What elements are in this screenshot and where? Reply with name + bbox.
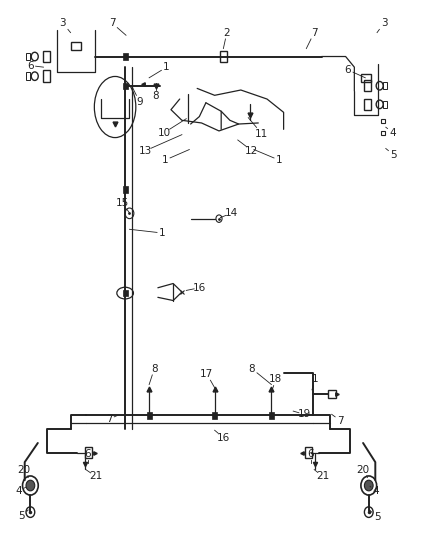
Text: 10: 10 (158, 127, 171, 138)
Bar (42, 70, 50, 82)
Bar (364, 99, 371, 110)
Text: 19: 19 (297, 409, 311, 419)
Bar (383, 101, 387, 108)
Circle shape (364, 480, 373, 491)
Text: 21: 21 (89, 472, 102, 481)
Text: 16: 16 (193, 283, 206, 293)
Text: 1: 1 (159, 228, 166, 238)
Text: 8: 8 (248, 364, 255, 374)
Text: 20: 20 (17, 465, 30, 474)
Text: 8: 8 (151, 364, 158, 374)
Bar (383, 82, 387, 90)
Text: 2: 2 (223, 28, 230, 38)
Bar (147, 412, 152, 418)
Bar (123, 53, 128, 60)
Bar (364, 80, 371, 92)
Bar (328, 390, 336, 398)
Text: 11: 11 (255, 128, 268, 139)
Bar (361, 74, 371, 82)
Bar (123, 83, 128, 89)
Text: 7: 7 (106, 414, 112, 424)
Text: 6: 6 (27, 61, 34, 70)
Text: 8: 8 (152, 91, 159, 101)
Text: 3: 3 (60, 18, 66, 28)
Text: 6: 6 (345, 65, 351, 75)
Text: 1: 1 (276, 155, 283, 165)
Text: 4: 4 (16, 486, 22, 496)
Bar (25, 53, 30, 60)
Text: 7: 7 (311, 28, 318, 38)
Text: 20: 20 (357, 465, 370, 474)
Text: 21: 21 (316, 472, 329, 481)
Text: 5: 5 (374, 512, 380, 522)
Text: 5: 5 (390, 150, 397, 160)
Text: 7: 7 (109, 18, 115, 28)
Text: 4: 4 (372, 486, 378, 496)
Bar (220, 51, 227, 62)
Text: 9: 9 (136, 96, 143, 107)
Bar (269, 412, 274, 418)
Text: 12: 12 (245, 146, 258, 156)
Text: 13: 13 (139, 146, 152, 156)
Bar (212, 412, 217, 418)
Text: 6: 6 (307, 449, 314, 458)
Text: 14: 14 (225, 208, 238, 219)
Bar (305, 448, 312, 458)
Bar (25, 72, 30, 80)
Text: 1: 1 (312, 374, 318, 384)
Text: 6: 6 (85, 449, 92, 458)
Bar (123, 186, 128, 192)
Text: 1: 1 (163, 62, 170, 72)
Text: 18: 18 (269, 374, 283, 384)
Bar (85, 448, 92, 458)
Bar (123, 290, 128, 296)
Text: 15: 15 (116, 198, 129, 208)
Bar (42, 51, 50, 62)
Text: 4: 4 (389, 127, 396, 138)
Text: 1: 1 (162, 155, 168, 165)
Text: 7: 7 (337, 416, 344, 426)
Circle shape (26, 480, 35, 491)
Text: 17: 17 (200, 369, 213, 379)
Text: 3: 3 (381, 18, 387, 28)
Bar (71, 42, 81, 50)
Text: 5: 5 (18, 511, 25, 521)
Text: 16: 16 (217, 433, 230, 443)
